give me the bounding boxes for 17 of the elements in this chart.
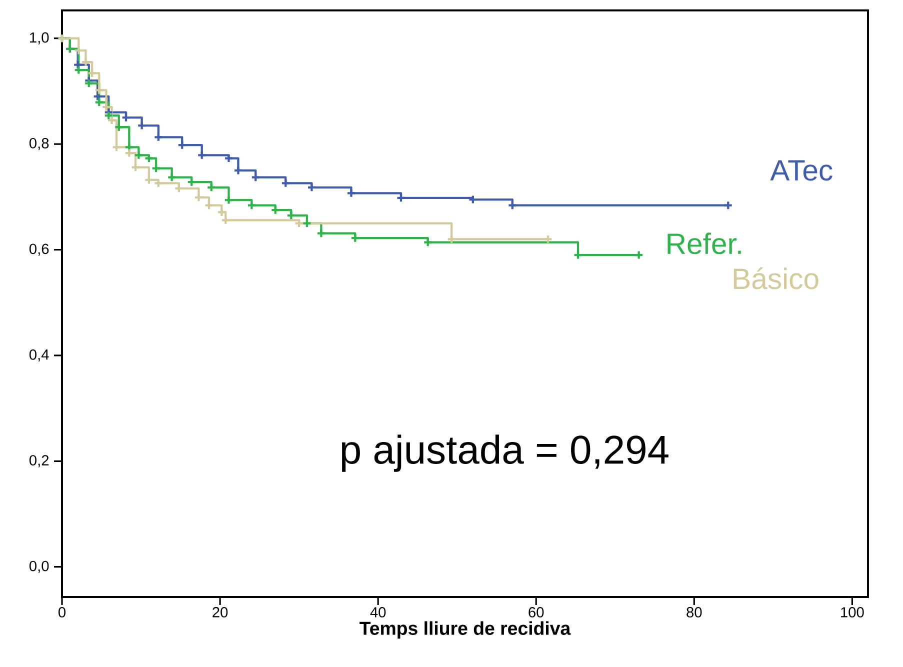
y-tick-label: 0,0 <box>29 560 49 573</box>
x-tick-label: 40 <box>370 607 386 618</box>
x-tick-label: 80 <box>686 607 702 618</box>
x-tick-label: 60 <box>528 607 544 618</box>
x-axis-title: Temps lliure de recidiva <box>360 621 571 639</box>
x-tick-label: 20 <box>212 607 228 618</box>
series-label: Refer. <box>668 232 741 254</box>
y-tick-label: 0,6 <box>29 244 49 256</box>
x-tick-label: 100 <box>841 607 864 618</box>
y-tick-label: 1,0 <box>30 32 49 44</box>
annotation: p ajustada = 0,294 <box>342 434 668 472</box>
y-tick-label: 0,2 <box>29 455 49 468</box>
x-tick-label: 0 <box>58 607 66 618</box>
y-tick-label: 0,8 <box>29 138 49 150</box>
text: Básico <box>734 267 818 290</box>
y-tick-label: 0,4 <box>29 349 49 362</box>
series-label: ATec <box>770 160 832 181</box>
